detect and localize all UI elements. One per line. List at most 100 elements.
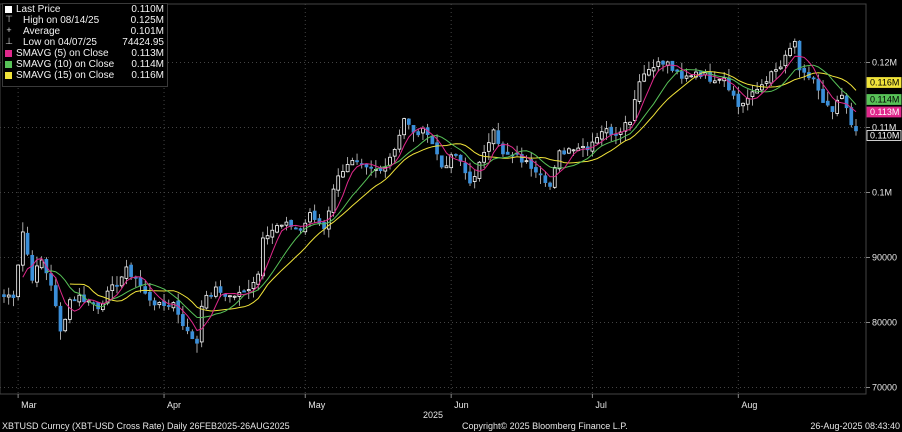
candle-down <box>190 331 195 340</box>
legend-value: 0.114M <box>131 59 164 70</box>
legend-value: 74424.95 <box>122 37 164 48</box>
candle-down <box>844 95 849 109</box>
candle-up <box>486 142 491 152</box>
candle-up <box>783 54 788 67</box>
candle-up <box>764 81 769 84</box>
candle-down <box>53 285 58 307</box>
high-marker-icon: ⊤ <box>5 14 13 24</box>
candle-up <box>557 150 562 170</box>
sma10-line <box>46 64 857 319</box>
candle-down <box>138 277 143 287</box>
chart-footer: XBTUSD Curncy (XBT-USD Cross Rate) Daily… <box>0 421 902 432</box>
candle-down <box>293 227 298 230</box>
candle-down <box>72 299 77 302</box>
candle-up <box>571 149 576 152</box>
candle-down <box>439 155 444 168</box>
candle-down <box>364 163 369 168</box>
legend-value: 0.110M <box>131 4 164 15</box>
candle-up <box>656 61 661 67</box>
chart-legend: Last Price 0.110M ⊤ High on 08/14/25 0.1… <box>2 3 168 87</box>
candle-down <box>802 67 807 73</box>
legend-label: SMAVG (10) on Close <box>16 59 115 70</box>
candle-down <box>115 284 119 287</box>
candle-down <box>58 305 63 332</box>
legend-label: SMAVG (5) on Close <box>16 48 109 59</box>
candle-down <box>548 182 552 187</box>
last-value-tag <box>866 77 902 88</box>
candle-down <box>355 160 359 163</box>
last-value-label: 0.114M <box>870 95 899 105</box>
candle-up <box>308 212 312 223</box>
candle-up <box>778 66 783 70</box>
candle-up <box>270 229 275 238</box>
last-value-label: 0.116M <box>870 78 899 88</box>
low-marker-icon: ⊥ <box>5 36 13 46</box>
candle-up <box>63 318 68 332</box>
sma10-swatch-icon <box>5 61 12 68</box>
candle-down <box>538 173 543 176</box>
candle-up <box>336 175 341 191</box>
sma15-line <box>69 71 857 312</box>
candle-up <box>383 166 388 172</box>
y-tick-label: 80000 <box>872 318 897 328</box>
legend-label: SMAVG (15) on Close <box>16 70 115 81</box>
candle-down <box>416 131 421 136</box>
x-tick-label: Aug <box>741 400 757 410</box>
candle-down <box>816 78 821 91</box>
candle-down <box>406 118 411 125</box>
x-year-label: 2025 <box>423 410 443 420</box>
candle-down <box>661 60 665 65</box>
plot-frame <box>0 3 867 395</box>
candle-down <box>312 210 317 220</box>
candle-up <box>275 225 279 233</box>
candle-down <box>185 326 190 332</box>
candle-up <box>397 134 402 150</box>
candle-down <box>152 300 157 306</box>
x-tick-label: Apr <box>167 400 181 410</box>
candle-up <box>119 276 124 287</box>
last-value-label: 0.110M <box>870 131 899 141</box>
candle-up <box>341 171 345 178</box>
candle-down <box>854 126 858 132</box>
candle-down <box>209 295 213 297</box>
last-value-tag <box>866 130 902 141</box>
candle-up <box>717 78 722 81</box>
candle-up <box>623 122 628 132</box>
legend-row-high: ⊤ High on 08/14/25 0.125M <box>3 14 167 26</box>
x-tick-label: Mar <box>21 400 37 410</box>
candle-down <box>505 151 510 155</box>
sma15-swatch-icon <box>5 72 12 79</box>
candle-up <box>157 302 162 306</box>
candle-up <box>350 160 355 166</box>
candle-down <box>49 273 53 286</box>
candle-down <box>25 232 30 255</box>
candle-up <box>840 94 844 99</box>
y-tick-label: 0.11M <box>872 123 896 133</box>
candle-up <box>35 265 39 283</box>
last-value-tag <box>866 106 902 118</box>
candle-up <box>482 151 486 163</box>
candle-up <box>792 40 797 48</box>
candle-up <box>331 188 336 213</box>
candle-down <box>195 338 199 344</box>
candle-down <box>501 143 505 155</box>
copyright-text: Copyright© 2025 Bloomberg Finance L.P. <box>462 421 628 431</box>
candle-up <box>647 69 651 76</box>
candle-up <box>741 102 745 107</box>
candle-up <box>388 156 392 167</box>
candle-up <box>402 118 406 136</box>
candle-down <box>463 162 468 174</box>
legend-label: High on 08/14/25 <box>23 15 100 26</box>
candle-down <box>519 154 524 163</box>
candle-down <box>369 166 374 169</box>
legend-row-sma15: SMAVG (15) on Close 0.116M <box>3 70 167 81</box>
x-tick-label: May <box>308 400 326 410</box>
legend-value: 0.116M <box>131 70 164 81</box>
candle-down <box>562 150 567 155</box>
candle-down <box>166 305 171 307</box>
average-marker-icon: + <box>6 25 12 35</box>
candle-down <box>811 77 816 80</box>
candle-down <box>670 60 675 71</box>
candle-up <box>632 99 637 121</box>
candle-up <box>835 99 840 114</box>
